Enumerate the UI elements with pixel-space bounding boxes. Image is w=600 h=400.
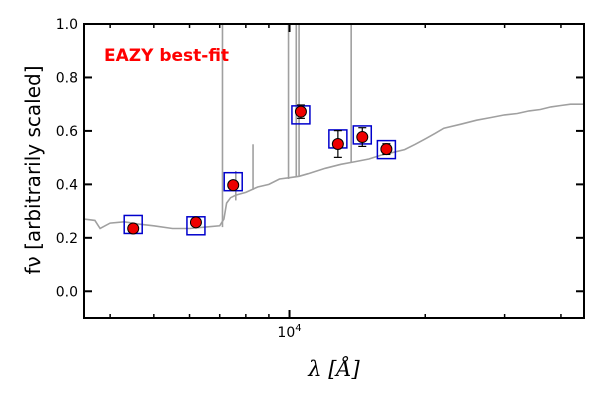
observed-flux-point (380, 143, 393, 156)
axes-frame (83, 23, 585, 319)
observed-flux-point (331, 138, 344, 151)
y-tick-label: 0.2 (56, 231, 78, 247)
plot-area (84, 24, 584, 236)
y-tick-label: 0.4 (56, 177, 78, 193)
observed-flux-point (356, 131, 369, 144)
observed-flux-point (227, 179, 240, 192)
y-tick-label: 0.6 (56, 124, 78, 140)
y-tick-label: 0.0 (56, 284, 78, 300)
observed-flux-point (127, 222, 140, 235)
template-line (84, 103, 584, 230)
x-axis-label: λ [Å] (307, 356, 360, 381)
observed-flux-point (294, 105, 307, 118)
y-axis-label: fν [arbitrarily scaled] (21, 66, 45, 275)
annotation-label: EAZY best-fit (104, 46, 229, 66)
model-flux-marker (376, 139, 397, 160)
observed-flux-point (189, 216, 202, 229)
x-tick-label: 104 (277, 323, 301, 341)
y-tick-label: 1.0 (56, 17, 78, 33)
template-spectrum (84, 24, 584, 230)
y-tick-label: 0.8 (56, 70, 78, 86)
